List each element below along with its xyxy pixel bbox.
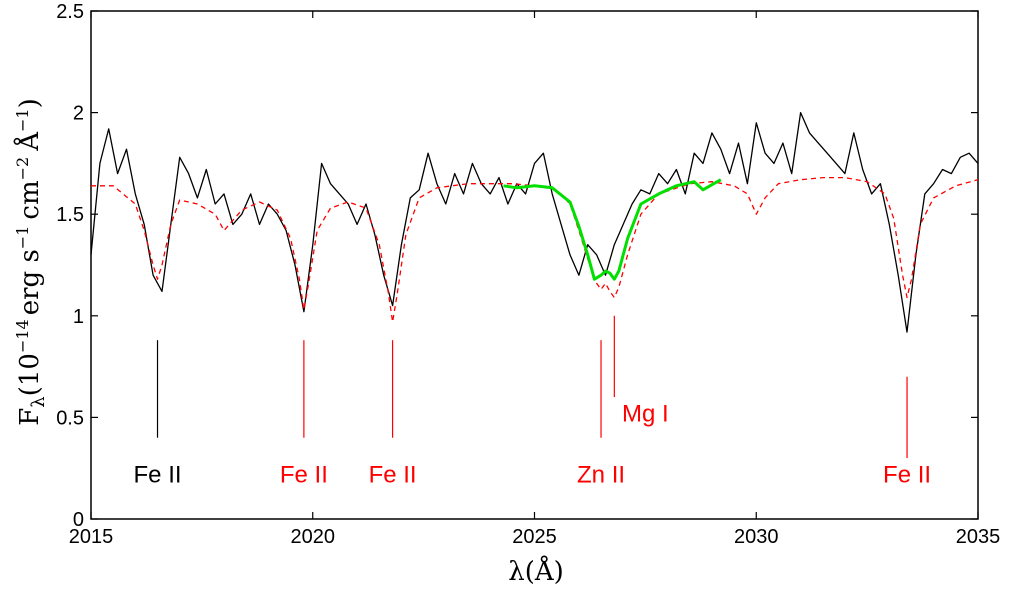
x-tick-label: 2025 bbox=[512, 526, 557, 548]
tick-layer: 2015 2020 2025 2030 2035 0 0.5 1 1.5 2 2.5 bbox=[56, 1, 1000, 548]
line-label: Fe II bbox=[280, 461, 328, 488]
x-axis-label: λ(Å) bbox=[508, 555, 564, 587]
line-label: Mg I bbox=[622, 400, 669, 427]
y-tick-label: 1 bbox=[73, 306, 84, 328]
plot-frame bbox=[90, 10, 979, 520]
y-tick-label: 1.5 bbox=[56, 204, 84, 226]
y-axis-label: Fλ(10−14erg s−1cm−2Å−1) bbox=[13, 98, 49, 425]
x-tick-label: 2030 bbox=[734, 526, 779, 548]
y-tick-label: 0 bbox=[73, 509, 84, 531]
y-tick-label: 0.5 bbox=[56, 407, 84, 429]
y-tick-label: 2 bbox=[73, 103, 84, 125]
fit-profile-line bbox=[503, 178, 722, 281]
line-label: Fe II bbox=[134, 461, 182, 488]
x-tick-label: 2015 bbox=[69, 526, 114, 548]
annotation-layer: Fe II Fe II Fe II Zn II Mg I Fe II bbox=[134, 315, 931, 488]
series-layer bbox=[90, 111, 979, 333]
line-label: Fe II bbox=[883, 461, 931, 488]
x-tick-label: 2020 bbox=[291, 526, 336, 548]
model-profile-line bbox=[91, 176, 979, 323]
line-label: Fe II bbox=[369, 461, 417, 488]
observed-spectrum-line bbox=[90, 111, 979, 333]
line-label: Zn II bbox=[577, 461, 625, 488]
x-tick-label: 2035 bbox=[956, 526, 1001, 548]
plot-border bbox=[90, 10, 979, 520]
y-tick-label: 2.5 bbox=[56, 1, 84, 23]
